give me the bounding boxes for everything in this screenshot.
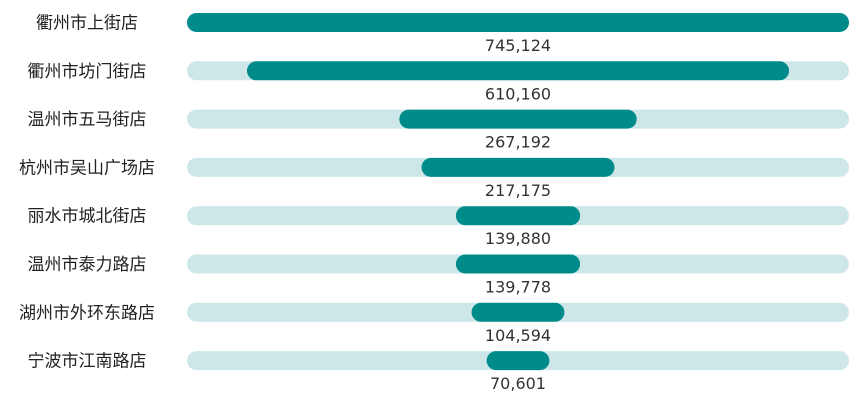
bar [187, 13, 849, 32]
data-label: 70,601 [490, 374, 546, 393]
category-label: 衢州市坊门街店 [28, 61, 147, 82]
bar [455, 254, 581, 274]
category-label: 温州市五马街店 [28, 110, 147, 130]
bar [246, 61, 790, 81]
category-label: 温州市泰力路店 [28, 255, 147, 275]
bar [471, 302, 565, 322]
data-label: 139,880 [485, 229, 551, 248]
category-label: 湖州市外环东路店 [19, 303, 155, 323]
bar [421, 157, 615, 177]
data-label: 267,192 [485, 133, 551, 152]
data-label: 139,778 [485, 278, 551, 297]
data-label: 104,594 [485, 326, 551, 345]
bar [455, 206, 581, 226]
data-label: 610,160 [485, 84, 551, 103]
bar [399, 109, 637, 129]
category-label: 宁波市江南路店 [28, 352, 147, 372]
bar [486, 351, 550, 371]
data-label: 745,124 [485, 36, 551, 55]
category-label: 衢州市上街店 [36, 13, 138, 34]
category-label: 丽水市城北街店 [28, 207, 147, 227]
data-label: 217,175 [485, 181, 551, 200]
category-label: 杭州市吴山广场店 [19, 158, 155, 178]
